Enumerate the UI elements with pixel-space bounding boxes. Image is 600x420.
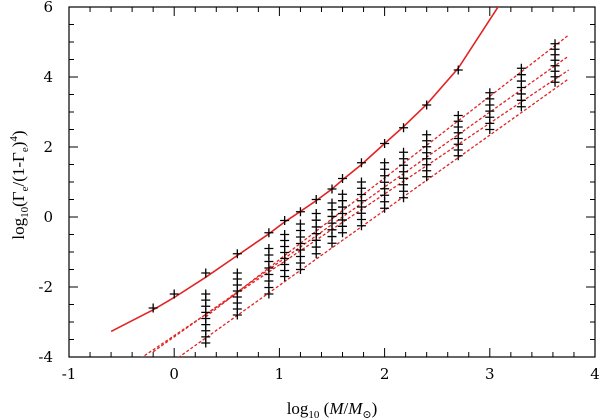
x-axis-label: log10 (M/M⊙)	[287, 399, 378, 420]
data-point	[422, 100, 432, 110]
y-label-sub-e1: e	[19, 186, 31, 191]
y-label-close-post: )	[9, 130, 28, 136]
y-label-close-pre: )	[9, 142, 28, 148]
x-label-sun: ⊙	[362, 409, 371, 420]
axis-ticks	[68, 6, 596, 358]
data-point	[485, 125, 495, 134]
data-point	[327, 184, 337, 194]
y-tick-label: -4	[38, 348, 53, 366]
data-point	[232, 249, 242, 259]
y-axis-label: log10(Γe/(1-Γe)4)	[8, 130, 31, 239]
x-tick-label: 4	[590, 365, 600, 383]
y-label-sub: 10	[19, 206, 31, 218]
y-tick-label: 2	[43, 138, 53, 156]
data-point	[201, 338, 211, 348]
x-label-close: )	[372, 399, 378, 418]
x-label-slash: /	[344, 399, 349, 418]
data-point	[311, 249, 321, 259]
data-point	[201, 268, 211, 278]
y-tick-label: -2	[38, 278, 53, 296]
data-point	[280, 216, 290, 225]
y-tick-label: 4	[43, 68, 53, 86]
y-tick-label: 6	[43, 0, 53, 16]
data-point	[232, 310, 242, 320]
dashed-model-curve	[205, 34, 570, 318]
data-point	[295, 207, 305, 217]
y-label-log: log	[9, 217, 28, 239]
x-tick-label: 1	[275, 365, 285, 383]
data-point	[516, 102, 526, 112]
x-label-sub: 10	[308, 409, 320, 420]
data-point	[280, 272, 290, 281]
x-label-log: log	[287, 399, 309, 418]
x-tick-label: 0	[169, 365, 179, 383]
data-point	[399, 193, 409, 203]
x-label-open: (	[319, 399, 329, 418]
data-point	[148, 303, 158, 313]
tick-labels: -1 0 1 2 3 4 -4 -2 0 2 4 6	[38, 0, 599, 383]
y-label-sub-e2: e	[19, 147, 31, 152]
model-curves	[110, 7, 570, 357]
x-tick-label: 2	[380, 365, 390, 383]
data-point	[550, 77, 560, 87]
data-point	[399, 123, 409, 133]
data-point	[295, 265, 305, 274]
data-point	[356, 158, 366, 168]
y-label-mid: /(1-Γ	[9, 152, 28, 187]
y-tick-label: 0	[43, 208, 53, 226]
data-point	[380, 139, 390, 148]
x-label-m2: M	[347, 399, 363, 418]
data-point	[453, 151, 463, 161]
dashed-model-curve	[177, 78, 570, 357]
y-label-sup: 4	[8, 136, 20, 142]
data-point	[453, 65, 463, 75]
y-label-open: (Γ	[9, 191, 28, 207]
data-point	[311, 195, 321, 204]
x-label-m: M	[328, 399, 344, 418]
data-point	[264, 228, 274, 238]
solid-model-curve	[110, 7, 499, 333]
data-point	[338, 228, 348, 238]
data-point	[169, 289, 179, 299]
data-point	[380, 203, 390, 213]
plot-frame	[68, 6, 596, 358]
x-tick-label: -1	[62, 365, 77, 383]
x-tick-label: 3	[485, 365, 495, 383]
data-point	[327, 238, 337, 248]
data-point	[356, 221, 366, 231]
data-point	[338, 174, 348, 183]
data-markers	[148, 39, 560, 348]
dashed-model-curve	[141, 69, 570, 357]
data-point	[422, 172, 432, 182]
data-point	[264, 289, 274, 299]
